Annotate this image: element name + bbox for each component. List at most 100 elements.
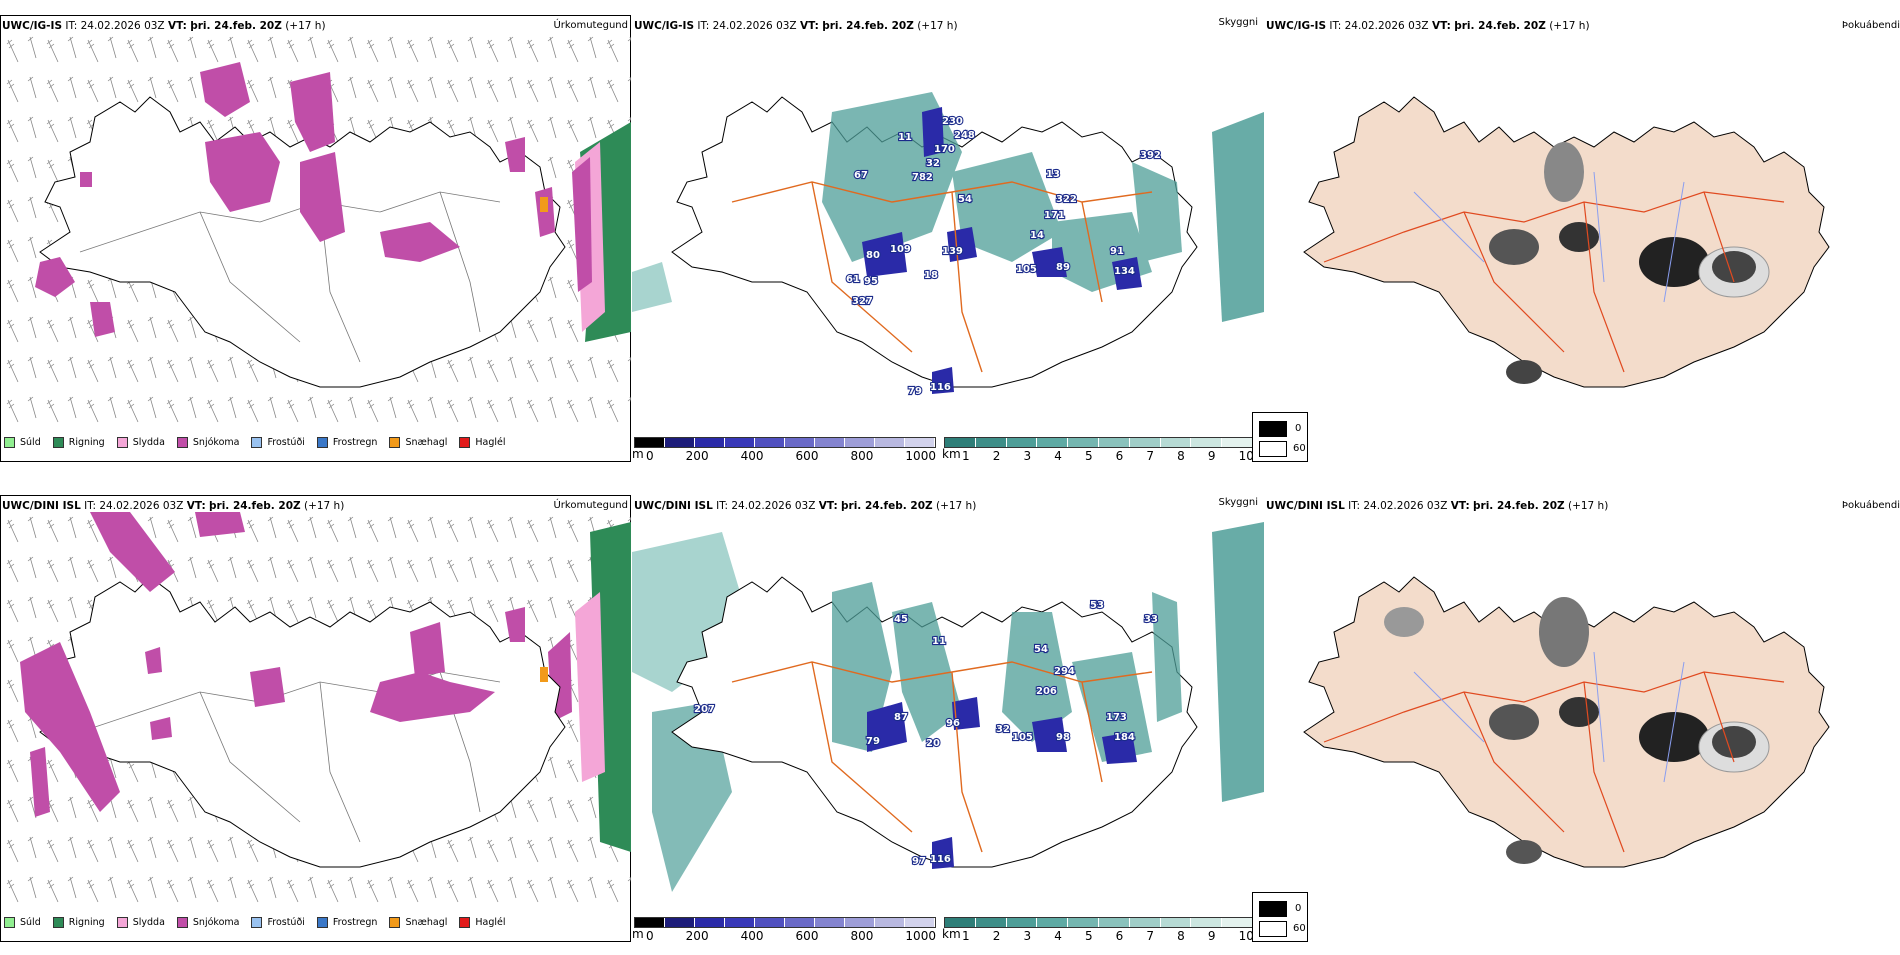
legend-label: Rigning bbox=[68, 437, 105, 448]
legend-item: Frostregn bbox=[316, 917, 377, 928]
color-step bbox=[1068, 438, 1099, 447]
snow-depth-label: 32 bbox=[926, 158, 940, 169]
snowfall-patches bbox=[35, 62, 555, 337]
color-step bbox=[975, 918, 1007, 927]
roads bbox=[731, 661, 1153, 853]
tick-label: 1 bbox=[962, 449, 970, 463]
color-step bbox=[1068, 918, 1099, 927]
tick-label: 1000 bbox=[905, 929, 936, 943]
tick-label: 9 bbox=[1207, 929, 1216, 943]
precip-map bbox=[0, 512, 631, 912]
fog-map bbox=[1303, 576, 1830, 868]
legend-swatch bbox=[316, 437, 328, 448]
color-step bbox=[1222, 438, 1253, 447]
model-row-top: UWC/IG-IS IT: 24.02.2026 03Z VT: þri. 24… bbox=[0, 0, 1900, 475]
panel-header: UWC/DINI ISL IT: 24.02.2026 03Z VT: þri.… bbox=[1266, 500, 1608, 512]
snow-depth-label: 61 bbox=[846, 274, 860, 285]
snow-depth-label: 87 bbox=[894, 712, 908, 723]
panel-header: UWC/IG-IS IT: 24.02.2026 03Z VT: þri. 24… bbox=[634, 20, 958, 32]
snow-depth-label: 95 bbox=[864, 276, 878, 287]
low-visibility-sea bbox=[1212, 112, 1264, 322]
model-name: UWC/DINI ISL bbox=[1266, 500, 1345, 512]
legend-item: Frostúði bbox=[251, 437, 305, 448]
snow-depth-label: 96 bbox=[946, 718, 960, 729]
color-step bbox=[945, 438, 976, 447]
legend-item: Súld bbox=[4, 917, 41, 928]
color-step bbox=[635, 918, 665, 927]
legend-label: Slydda bbox=[132, 917, 165, 928]
tick-label: 5 bbox=[1084, 929, 1093, 943]
fog-legend-low: 0 bbox=[1295, 903, 1302, 914]
color-step bbox=[755, 918, 785, 927]
fog-legend: 0 60 bbox=[1252, 412, 1308, 462]
model-name: UWC/DINI ISL bbox=[2, 500, 81, 512]
snow-depth-fields bbox=[867, 697, 1137, 869]
color-step bbox=[695, 438, 725, 447]
tick-label: 0 bbox=[646, 929, 654, 943]
legend-swatch bbox=[459, 917, 471, 928]
snow-depth-label: 11 bbox=[898, 132, 912, 143]
color-step bbox=[635, 438, 665, 447]
fog-swatch-light bbox=[1259, 921, 1287, 937]
vt-label: VT: bbox=[818, 500, 838, 512]
model-name: UWC/IG-IS bbox=[634, 20, 695, 32]
color-step bbox=[1098, 918, 1130, 927]
panel-title: Úrkomutegund bbox=[553, 500, 628, 511]
legend-label: Súld bbox=[20, 917, 41, 928]
lead-time: (+17 h) bbox=[303, 500, 345, 512]
legend-label: Haglél bbox=[475, 917, 506, 928]
legend-item: Rigning bbox=[52, 437, 105, 448]
legend-swatch bbox=[4, 917, 15, 928]
roads bbox=[731, 181, 1153, 373]
legend-item: Snæhagl bbox=[389, 917, 447, 928]
color-step bbox=[665, 918, 695, 927]
snow-depth-label: 54 bbox=[1034, 644, 1048, 655]
legend-label: Rigning bbox=[68, 917, 105, 928]
snow-depth-label: 134 bbox=[1114, 266, 1135, 277]
snow-depth-fields bbox=[862, 107, 1142, 394]
snow-depth-label: 32 bbox=[996, 724, 1010, 735]
snow-depth-label: 11 bbox=[932, 636, 946, 647]
tick-label: 7 bbox=[1146, 449, 1155, 463]
color-step bbox=[975, 438, 1007, 447]
color-step bbox=[1191, 918, 1223, 927]
fog-swatch-dark bbox=[1259, 421, 1287, 437]
color-step bbox=[785, 918, 815, 927]
tick-label: 400 bbox=[740, 929, 764, 943]
snow-depth-colorbar: 0 200 400 600 800 1000 m bbox=[632, 437, 936, 463]
fog-swatch-dark bbox=[1259, 901, 1287, 917]
roads bbox=[1323, 671, 1785, 853]
legend-label: Súld bbox=[20, 437, 41, 448]
color-step bbox=[1098, 438, 1130, 447]
color-step bbox=[845, 438, 875, 447]
it-value: 24.02.2026 03Z bbox=[80, 20, 165, 32]
precip-map bbox=[0, 32, 631, 432]
it-value: 24.02.2026 03Z bbox=[99, 500, 184, 512]
precip-type-panel-bottom: UWC/DINI ISL IT: 24.02.2026 03Z VT: þri.… bbox=[0, 480, 632, 955]
it-label: IT: bbox=[1329, 20, 1342, 32]
colorbar-unit: m bbox=[632, 447, 644, 461]
legend-swatch bbox=[52, 917, 64, 928]
tick-label: 2 bbox=[992, 929, 1001, 943]
fog-map bbox=[1303, 96, 1830, 388]
legend-item: Súld bbox=[4, 437, 41, 448]
snow-depth-label: 322 bbox=[1056, 194, 1077, 205]
it-label: IT: bbox=[1348, 500, 1361, 512]
tick-label: 800 bbox=[850, 449, 874, 463]
it-value: 24.02.2026 03Z bbox=[1363, 500, 1448, 512]
legend-item: Haglél bbox=[459, 917, 506, 928]
legend-item: Snæhagl bbox=[389, 437, 447, 448]
color-step bbox=[875, 438, 905, 447]
color-step bbox=[1006, 918, 1038, 927]
tick-label: 200 bbox=[685, 929, 709, 943]
color-step bbox=[1006, 438, 1038, 447]
snow-depth-label: 45 bbox=[894, 614, 908, 625]
tick-label: 10 bbox=[1238, 449, 1254, 463]
vt-label: VT: bbox=[799, 20, 819, 32]
it-label: IT: bbox=[65, 20, 78, 32]
panel-header: UWC/DINI ISL IT: 24.02.2026 03Z VT: þri.… bbox=[634, 500, 976, 512]
tick-label: 400 bbox=[740, 449, 764, 463]
visibility-panel-top: UWC/IG-IS IT: 24.02.2026 03Z VT: þri. 24… bbox=[632, 0, 1264, 475]
colorbar-swatches bbox=[944, 917, 1254, 928]
vt-value: þri. 24.feb. 20Z bbox=[1454, 20, 1546, 32]
